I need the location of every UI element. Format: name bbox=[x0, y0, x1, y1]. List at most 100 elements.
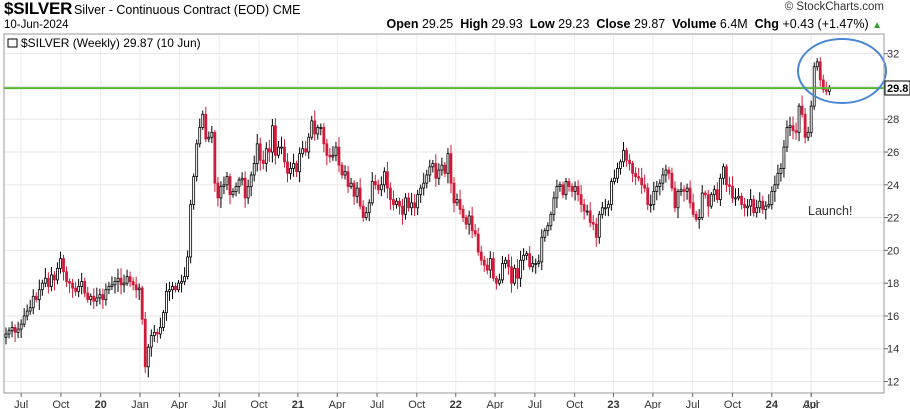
x-tick-label: Apr bbox=[487, 399, 504, 409]
candle-body bbox=[171, 286, 174, 291]
exchange: CME bbox=[272, 3, 301, 17]
candle-body bbox=[373, 181, 377, 186]
y-axis: 1214161820222426283032 bbox=[884, 49, 899, 389]
candle-body bbox=[210, 131, 214, 138]
candle-body bbox=[16, 328, 20, 333]
candle-body bbox=[7, 330, 11, 335]
candle-body bbox=[83, 281, 87, 294]
candle-body bbox=[682, 189, 686, 192]
candle-body bbox=[50, 274, 53, 287]
candle-body bbox=[794, 130, 798, 133]
x-tick-label: Jul bbox=[14, 399, 28, 409]
candle-body bbox=[28, 307, 32, 312]
candle-body bbox=[195, 143, 199, 178]
candle-body bbox=[643, 184, 647, 189]
candle-body bbox=[712, 189, 716, 196]
candle-body bbox=[610, 181, 613, 205]
candle-body bbox=[667, 169, 671, 174]
candle-body bbox=[516, 268, 519, 279]
candle-body bbox=[328, 154, 332, 158]
plot-frame bbox=[3, 33, 885, 394]
x-tick-label: Apr bbox=[644, 399, 661, 409]
candle-body bbox=[125, 276, 129, 284]
x-tick-label: 20 bbox=[95, 399, 107, 409]
candle-body bbox=[679, 189, 683, 192]
candle-body bbox=[255, 143, 259, 164]
candle-body bbox=[491, 258, 495, 279]
candle-body bbox=[80, 281, 84, 287]
y-tick-label: 22 bbox=[887, 213, 899, 225]
candle-body bbox=[101, 294, 105, 300]
volume-value: 6.4M bbox=[719, 17, 748, 31]
candle-body bbox=[522, 254, 526, 261]
candle-body bbox=[131, 281, 135, 286]
description: Silver - Continuous Contract (EOD) bbox=[74, 3, 270, 17]
candle-body bbox=[791, 125, 795, 132]
candle-body bbox=[386, 171, 389, 189]
candle-body bbox=[555, 186, 559, 199]
candle-body bbox=[198, 127, 202, 145]
candle-body bbox=[183, 276, 186, 282]
candle-body bbox=[10, 327, 14, 332]
candle-body bbox=[703, 192, 707, 196]
candle-body bbox=[261, 159, 265, 164]
candle-body bbox=[821, 79, 825, 91]
candle-body bbox=[616, 168, 619, 179]
brand-logo[interactable]: © StockCharts.com bbox=[784, 1, 884, 13]
chart-header: $SILVER Silver - Continuous Contract (EO… bbox=[0, 0, 910, 34]
candle-body bbox=[594, 223, 598, 238]
candle-body bbox=[43, 277, 47, 284]
candle-body bbox=[419, 187, 423, 196]
candle-body bbox=[62, 258, 65, 273]
candle-body bbox=[407, 197, 410, 209]
candle-body bbox=[289, 168, 292, 174]
candle-body bbox=[570, 186, 574, 192]
candle-body bbox=[803, 113, 807, 138]
x-tick-label: Apr bbox=[329, 399, 346, 409]
candle-body bbox=[501, 263, 504, 281]
x-axis: Jul Oct 20 Jan Apr Jul Oct 21 Apr Jul Oct 22 Apr Jul O… bbox=[14, 393, 820, 409]
candle-body bbox=[237, 179, 241, 187]
candle-body bbox=[274, 125, 277, 156]
candle-body bbox=[661, 174, 665, 184]
candle-body bbox=[267, 148, 271, 153]
candle-body bbox=[685, 187, 689, 192]
candle-body bbox=[298, 153, 302, 173]
grid-lines bbox=[4, 34, 884, 393]
candle-body bbox=[731, 186, 734, 199]
candle-body bbox=[376, 184, 380, 191]
candle-body bbox=[564, 181, 568, 196]
candle-body bbox=[676, 190, 680, 209]
candle-body bbox=[379, 184, 383, 191]
candle-body bbox=[331, 154, 335, 158]
candle-body bbox=[467, 215, 471, 225]
candle-body bbox=[519, 259, 522, 279]
candle-body bbox=[728, 184, 731, 187]
candle-body bbox=[34, 295, 38, 300]
candle-body bbox=[688, 187, 692, 204]
x-tick-label: Oct bbox=[52, 399, 69, 409]
candle-body bbox=[652, 190, 656, 205]
x-tick-label: 21 bbox=[292, 399, 304, 409]
x-tick-label: Jul bbox=[804, 399, 818, 409]
candle-body bbox=[46, 277, 50, 287]
candle-body bbox=[186, 256, 190, 278]
candle-body bbox=[715, 189, 719, 200]
candle-body bbox=[746, 205, 750, 209]
high-value: 29.93 bbox=[491, 17, 523, 31]
candle-body bbox=[286, 161, 289, 174]
candle-body bbox=[709, 194, 713, 207]
candle-body bbox=[249, 174, 253, 187]
candle-body bbox=[128, 276, 132, 282]
candle-body bbox=[797, 105, 801, 133]
candle-body bbox=[788, 125, 792, 128]
candle-body bbox=[640, 177, 644, 186]
x-tick-label: Oct bbox=[250, 399, 267, 409]
y-tick-label: 16 bbox=[887, 311, 899, 323]
highlight-circle bbox=[797, 38, 887, 104]
candle-body bbox=[334, 146, 338, 156]
candle-body bbox=[613, 177, 616, 182]
candle-body bbox=[325, 143, 329, 156]
candle-body bbox=[567, 181, 571, 187]
